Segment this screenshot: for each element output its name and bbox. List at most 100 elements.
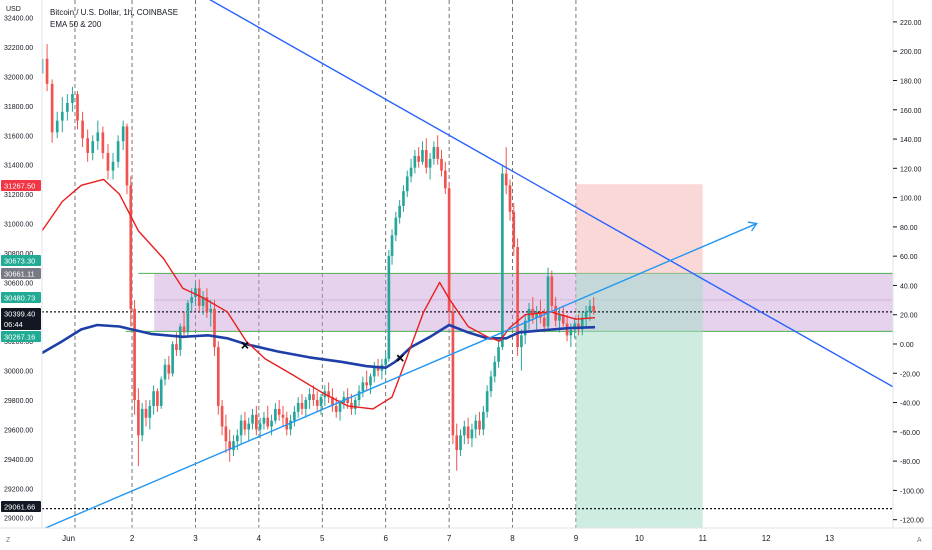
- right-tick-label-17: 220.00: [900, 20, 922, 27]
- price-labels: 31267.50 30673.30 30661.11 30480.73 30399.40…: [1, 180, 41, 512]
- candle-42: [220, 405, 224, 427]
- candle-66: [312, 394, 315, 401]
- price-label-1: 30673.30: [4, 257, 35, 266]
- candle-94: [417, 155, 421, 162]
- x-axis: Jun 2 3 4 5 6 7 8 9 10 11 12 13: [0, 527, 932, 550]
- candle-48: [243, 420, 247, 430]
- x-axis-bg: [0, 528, 932, 550]
- left-tick-label-17: 32400.00: [4, 16, 33, 23]
- candle-125: [535, 311, 538, 318]
- candle-101: [443, 170, 447, 189]
- candle-45: [232, 441, 235, 451]
- x-tick-label-2: 3: [193, 534, 198, 543]
- candle-86: [387, 255, 391, 359]
- right-tick-label-9: 60.00: [900, 254, 918, 261]
- candle-128: [546, 276, 550, 327]
- trendline-descending: [209, 0, 894, 388]
- x-tick-label-4: 5: [320, 534, 325, 543]
- candle-57: [277, 408, 281, 415]
- candle-19: [133, 308, 136, 401]
- candle-90: [402, 191, 405, 206]
- candle-92: [409, 167, 413, 177]
- candle-17: [125, 126, 129, 186]
- candle-75: [346, 397, 349, 403]
- candle-93: [413, 155, 417, 168]
- candle-117: [504, 173, 508, 186]
- candle-60: [289, 420, 292, 430]
- candle-29: [171, 344, 174, 374]
- candle-126: [539, 311, 542, 318]
- x-tick-label-3: 4: [257, 534, 262, 543]
- candle-71: [331, 397, 334, 406]
- candle-27: [163, 364, 167, 380]
- left-tick-label-10: 31000.00: [4, 222, 33, 229]
- candle-108: [470, 429, 474, 439]
- candle-32: [182, 326, 186, 333]
- left-tick-label-9: 30800.00: [4, 251, 33, 258]
- candle-98: [432, 147, 436, 159]
- candle-85: [384, 358, 388, 365]
- candle-139: [588, 305, 592, 312]
- x-tick-label-0: Jun: [62, 534, 75, 543]
- right-tick-label-10: 80.00: [900, 225, 918, 232]
- candle-35: [194, 288, 197, 298]
- stop-loss-zone: [575, 184, 703, 274]
- right-tick-label-7: 20.00: [900, 313, 918, 320]
- symbol-title[interactable]: Bitcoin / U.S. Dollar, 1h, COINBASE: [50, 8, 179, 17]
- candle-116: [501, 173, 504, 348]
- x-tick-label-10: 11: [699, 534, 708, 543]
- candle-40: [213, 308, 216, 348]
- x-tick-label-7: 8: [510, 534, 515, 543]
- price-label-bg-1: [1, 255, 41, 266]
- zones: [125, 184, 893, 528]
- candle-77: [353, 400, 357, 409]
- candle-104: [455, 435, 459, 451]
- candle-38: [205, 297, 209, 312]
- candle-2: [50, 83, 54, 133]
- candle-5: [66, 102, 69, 112]
- candle-12: [101, 132, 105, 153]
- candle-8: [81, 120, 84, 139]
- timezone-toggle[interactable]: Z: [6, 537, 11, 544]
- left-tick-label-6: 30200.00: [4, 339, 33, 346]
- candle-68: [319, 397, 323, 406]
- candle-51: [255, 414, 258, 430]
- candle-89: [398, 205, 401, 218]
- candle-58: [281, 414, 285, 418]
- plot-area: [42, 0, 893, 528]
- candle-132: [561, 314, 565, 324]
- left-tick-label-5: 30000.00: [4, 369, 33, 376]
- indicator-title[interactable]: EMA 50 & 200: [50, 20, 102, 29]
- candle-23: [148, 405, 152, 418]
- left-tick-label-12: 31400.00: [4, 163, 33, 170]
- candle-131: [558, 314, 561, 321]
- candle-129: [550, 276, 554, 306]
- candle-80: [365, 382, 369, 386]
- right-tick-label-13: 140.00: [900, 137, 922, 144]
- candle-55: [270, 420, 273, 427]
- grid: [42, 0, 893, 528]
- right-tick-label-11: 100.00: [900, 196, 922, 203]
- price-label-0: 31267.50: [4, 182, 35, 191]
- trendline-arrowhead: [747, 221, 758, 232]
- candle-49: [247, 423, 251, 430]
- markers: [241, 341, 404, 362]
- right-tick-label-1: -100.00: [900, 488, 924, 495]
- auto-scale-toggle[interactable]: A: [917, 537, 922, 544]
- right-tick-label-3: -60.00: [900, 430, 920, 437]
- candle-61: [293, 411, 296, 421]
- right-tick-label-16: 200.00: [900, 49, 922, 56]
- countdown-label: 06:44: [4, 320, 23, 329]
- candle-115: [497, 347, 500, 362]
- ema-200-line: [41, 323, 596, 369]
- candle-62: [296, 402, 300, 412]
- candle-82: [372, 367, 376, 377]
- candle-24: [152, 391, 155, 406]
- range-box: [154, 273, 893, 332]
- candle-53: [262, 417, 266, 424]
- candle-28: [167, 364, 171, 374]
- candle-39: [209, 308, 213, 312]
- price-label-bg-2: [1, 268, 41, 279]
- candle-83: [376, 367, 380, 371]
